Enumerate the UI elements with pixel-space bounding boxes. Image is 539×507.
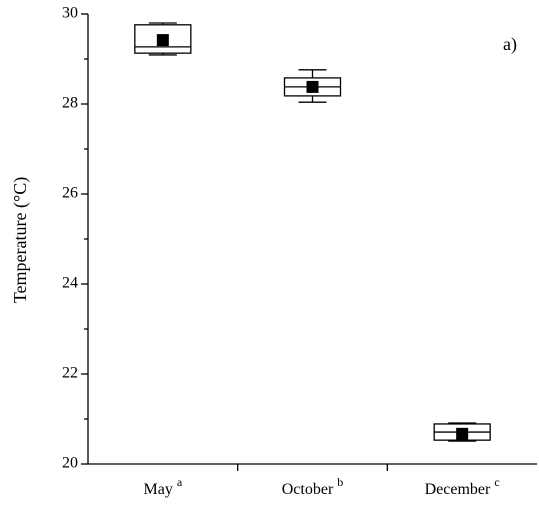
category-name: October [282, 481, 334, 498]
y-tick-label: 22 [62, 365, 78, 382]
mean-marker [456, 427, 469, 440]
significance-letter: a [177, 475, 183, 489]
y-tick-label: 26 [62, 185, 78, 202]
y-tick-label: 30 [62, 5, 78, 22]
category-name: December [425, 481, 491, 498]
y-tick-label: 28 [62, 95, 78, 112]
y-axis-label: Temperature (°C) [10, 177, 31, 303]
significance-letter: b [337, 475, 343, 489]
mean-marker [306, 80, 319, 93]
x-tick-label: October b [282, 475, 344, 498]
y-tick-label: 24 [62, 275, 78, 292]
mean-marker [156, 34, 169, 47]
significance-letter: c [494, 475, 499, 489]
y-tick-label: 20 [62, 455, 78, 472]
x-tick-label: December c [425, 475, 500, 498]
category-name: May [144, 481, 173, 498]
x-tick-label: May a [144, 475, 183, 498]
panel-annotation: a) [503, 34, 517, 55]
